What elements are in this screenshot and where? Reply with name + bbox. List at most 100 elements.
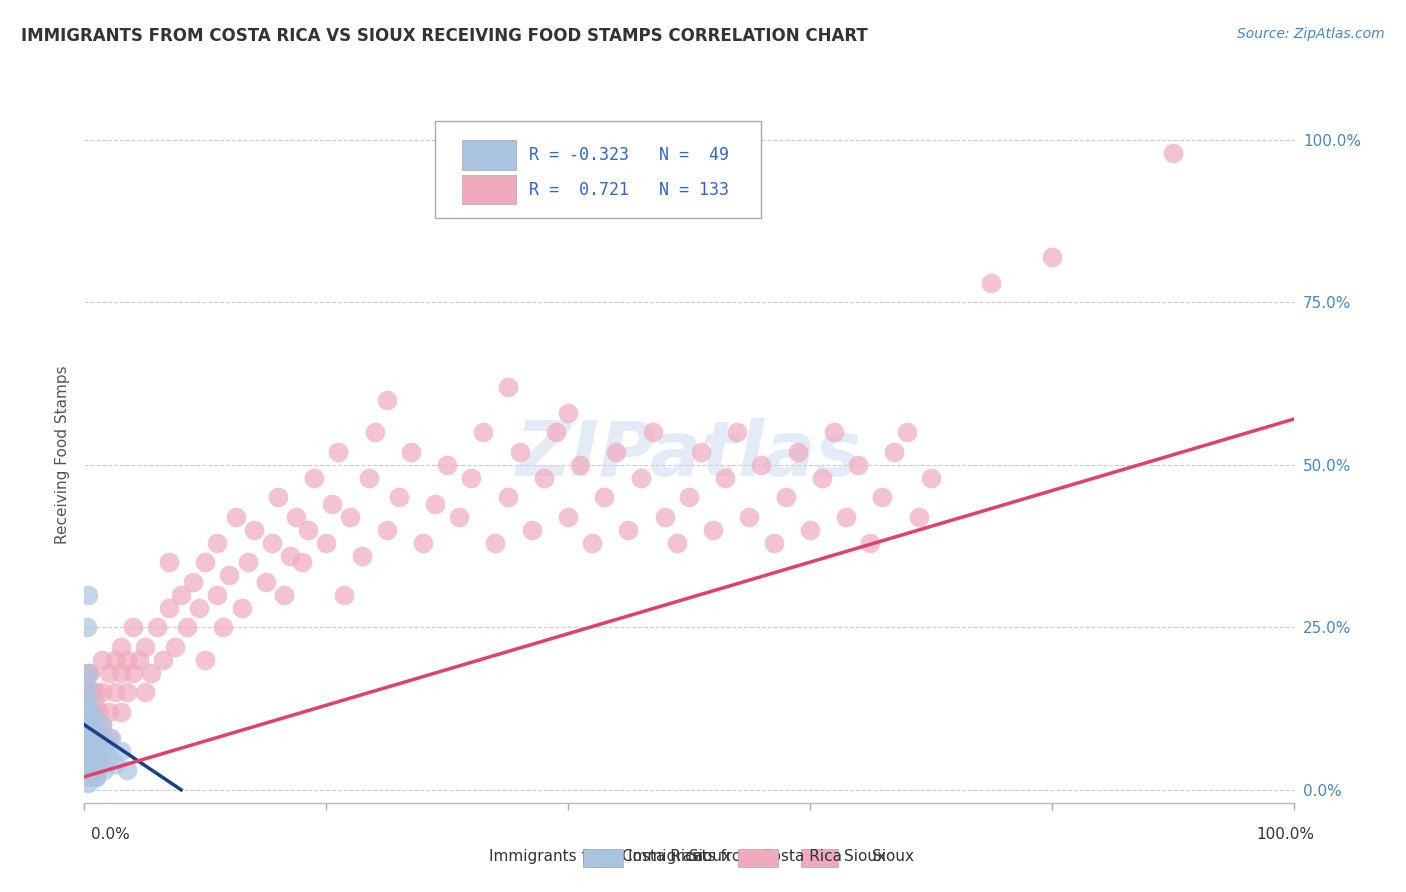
Text: Source: ZipAtlas.com: Source: ZipAtlas.com (1237, 27, 1385, 41)
Point (77, 711, 100, 725)
Point (260, 535, 283, 549)
Point (77, 691, 100, 706)
Point (76, 685, 98, 699)
Text: R =  0.721   N = 133: R = 0.721 N = 133 (529, 181, 730, 199)
Point (76, 737, 98, 751)
Point (188, 600, 211, 615)
Point (79, 770, 101, 784)
Point (738, 509, 761, 524)
Point (128, 653, 150, 667)
Point (80, 731, 103, 745)
Point (225, 509, 247, 524)
Point (75, 744, 97, 758)
Point (91, 744, 114, 758)
Point (77, 705, 100, 719)
Point (77, 685, 100, 699)
Point (86, 685, 108, 699)
Text: 0.0%: 0.0% (91, 827, 131, 841)
Point (980, 276, 1002, 290)
Point (375, 523, 398, 537)
Point (714, 471, 737, 485)
Point (76, 718, 98, 732)
Point (121, 665, 143, 680)
Point (84, 764, 107, 778)
Point (1161, 145, 1184, 160)
Point (76, 756, 98, 771)
Point (920, 471, 942, 485)
FancyBboxPatch shape (461, 175, 516, 204)
Point (110, 640, 132, 654)
Point (77, 665, 100, 680)
Point (76, 718, 98, 732)
Point (883, 444, 905, 458)
Point (79, 737, 101, 751)
Text: Immigrants from Costa Rica: Immigrants from Costa Rica (628, 849, 842, 863)
FancyBboxPatch shape (434, 121, 762, 219)
Point (170, 588, 193, 602)
Point (134, 685, 156, 699)
Point (472, 425, 495, 439)
Point (520, 523, 543, 537)
Text: Sioux: Sioux (872, 849, 914, 863)
Point (630, 471, 652, 485)
Text: ZIPatlas: ZIPatlas (516, 418, 862, 491)
Point (605, 444, 627, 458)
Point (87, 731, 110, 745)
Point (76, 770, 98, 784)
Text: R = -0.323   N =  49: R = -0.323 N = 49 (529, 146, 730, 164)
Point (786, 444, 808, 458)
Point (775, 490, 797, 504)
Point (321, 497, 343, 511)
Point (231, 600, 253, 615)
Point (77, 718, 100, 732)
Point (484, 535, 506, 549)
Text: Sioux: Sioux (689, 849, 731, 863)
Point (79, 705, 101, 719)
Point (399, 444, 422, 458)
Point (97, 731, 120, 745)
Point (333, 588, 356, 602)
Point (907, 509, 929, 524)
Point (104, 756, 127, 771)
Point (207, 535, 229, 549)
Point (77, 731, 100, 745)
Point (388, 490, 411, 504)
Point (80, 718, 103, 732)
Point (665, 535, 688, 549)
Point (83, 744, 105, 758)
Point (84, 731, 107, 745)
Text: IMMIGRANTS FROM COSTA RICA VS SIOUX RECEIVING FOOD STAMPS CORRELATION CHART: IMMIGRANTS FROM COSTA RICA VS SIOUX RECE… (21, 27, 868, 45)
Point (110, 665, 132, 680)
Point (139, 665, 162, 680)
Point (496, 490, 519, 504)
Point (533, 471, 555, 485)
Point (86, 737, 108, 751)
Point (86, 750, 108, 764)
Point (593, 490, 616, 504)
Point (91, 653, 114, 667)
Point (811, 471, 834, 485)
Point (82, 724, 104, 739)
Point (163, 640, 186, 654)
Point (80, 750, 103, 764)
Point (97, 750, 120, 764)
Point (89, 756, 111, 771)
Point (79, 737, 101, 751)
Point (181, 574, 204, 589)
Point (104, 685, 127, 699)
Point (134, 640, 156, 654)
Point (76, 679, 98, 693)
Point (357, 471, 380, 485)
Point (617, 523, 640, 537)
Point (93, 764, 115, 778)
Point (267, 490, 290, 504)
Point (872, 490, 894, 504)
Point (75, 731, 97, 745)
Point (83, 711, 105, 725)
Point (86, 770, 108, 784)
Point (859, 535, 882, 549)
Point (641, 425, 664, 439)
Point (79, 705, 101, 719)
Point (544, 425, 567, 439)
Point (83, 744, 105, 758)
